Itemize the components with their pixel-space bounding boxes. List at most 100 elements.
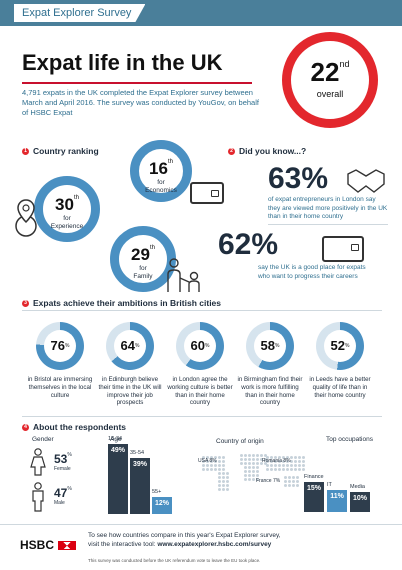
age-bar-label: 55+ [152,489,162,495]
map-dot [264,462,267,465]
family-icon [167,258,200,292]
origin-romania: Romania 8% [262,458,291,464]
map-dot [286,456,289,459]
map-dot [214,464,217,467]
origin-france: France 7% [256,478,281,484]
map-dot [222,464,225,467]
map-dot [278,464,281,467]
map-dot [244,458,247,461]
map-dot [256,470,259,473]
map-dot [266,464,269,467]
occupation-bar: 10% [350,492,370,512]
map-dot [248,466,251,469]
city-stat-text: in London agree the working culture is b… [167,376,233,407]
female-icon [30,448,46,476]
fact-careers-text: say the UK is a good place for expats wh… [258,264,366,280]
occupation-bar: 11% [327,490,347,512]
male-percent: 47% [54,486,72,500]
map-dot [266,456,269,459]
world-map [188,450,316,500]
section-divider [22,416,382,417]
map-dot [248,474,251,477]
map-dot [302,464,305,467]
map-dot [222,488,225,491]
footer-divider [0,524,402,525]
map-dot [206,460,209,463]
map-dot [292,476,295,479]
map-dot [278,460,281,463]
map-dot [252,466,255,469]
map-dot [270,468,273,471]
map-dot [286,464,289,467]
title-divider [22,82,252,84]
female-label: Female [54,466,71,472]
map-dot [252,454,255,457]
occupations-heading: Top occupations [326,436,373,443]
map-dot [218,456,221,459]
map-dot [244,454,247,457]
map-dot [218,460,221,463]
map-dot [264,458,267,461]
gender-heading: Gender [32,436,54,443]
footer-note: This survey was conducted before the UK … [88,558,261,563]
map-dot [290,460,293,463]
age-bar: 39% [130,458,150,514]
section-respondents-heading: 4 About the respondents [22,422,126,432]
map-dot [302,460,305,463]
map-dot [288,476,291,479]
city-stat-value: 64% [114,330,146,362]
map-dot [222,468,225,471]
map-dot [252,478,255,481]
map-dot [240,454,243,457]
map-dot [274,464,277,467]
section-number-badge: 2 [228,148,235,156]
ranking-family-ring: 29th for Family [110,226,176,292]
map-dot [222,476,225,479]
wallet-icon [190,182,224,204]
map-dot [218,468,221,471]
city-stat-text: in Birmingham find their work is more fu… [237,376,303,407]
fact-entrepreneurs-value: 63% [268,162,329,195]
map-dot [202,460,205,463]
map-dot [210,464,213,467]
map-dot [244,470,247,473]
map-dot [226,480,229,483]
section-divider [22,310,382,311]
map-dot [288,484,291,487]
map-dot [256,458,259,461]
map-dot [206,464,209,467]
map-dot [270,464,273,467]
survey-link[interactable]: www.expatexplorer.hsbc.com/survey [157,540,272,548]
map-dot [298,456,301,459]
map-dot [290,468,293,471]
map-dot [210,460,213,463]
fact-entrepreneurs-text: of expat entrepreneurs in London say the… [268,196,388,220]
map-dot [248,478,251,481]
map-dot [214,456,217,459]
map-dot [214,468,217,471]
map-dot [206,456,209,459]
map-dot [252,474,255,477]
map-dot [222,480,225,483]
map-dot [286,468,289,471]
map-dot [266,468,269,471]
age-heading: Age [110,436,122,443]
handshake-icon [347,169,385,193]
intro-text: 4,791 expats in the UK completed the Exp… [22,88,259,117]
fact-divider [268,224,388,225]
map-dot [256,462,259,465]
section-did-you-know-heading: 2 Did you know...? [228,146,306,156]
city-stat-ring: 76% [36,322,84,370]
map-dot [222,456,225,459]
map-dot [244,462,247,465]
page-title: Expat life in the UK [22,50,223,75]
city-stat-value: 60% [184,330,216,362]
map-dot [290,456,293,459]
map-dot [260,458,263,461]
male-label: Male [54,500,65,506]
city-stat-ring: 64% [106,322,154,370]
map-dot [244,466,247,469]
section-number-badge: 1 [22,148,29,156]
map-dot [244,474,247,477]
female-percent: 53% [54,452,72,466]
